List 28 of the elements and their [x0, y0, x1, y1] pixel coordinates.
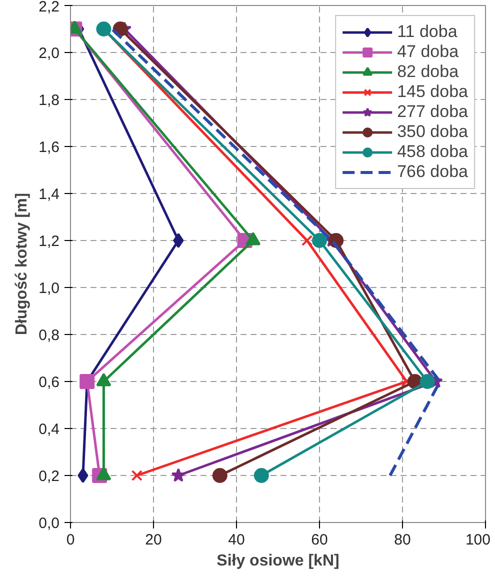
y-axis-title: Długość kotwy [m] — [14, 192, 31, 336]
x-tick-label: 60 — [311, 532, 328, 548]
x-tick-label: 100 — [465, 532, 491, 548]
legend-label: 82 doba — [397, 62, 459, 82]
x-tick-label: 80 — [394, 532, 411, 548]
y-tick-label: 0,8 — [38, 327, 60, 344]
y-tick-label: 0,4 — [38, 421, 60, 438]
x-tick-label: 0 — [66, 532, 75, 548]
x-tick-label: 40 — [228, 532, 245, 548]
y-tick-label: 2,0 — [38, 45, 60, 62]
y-tick-label: 0,0 — [38, 515, 60, 532]
y-tick-label: 0,6 — [38, 374, 60, 391]
legend-label: 350 doba — [397, 122, 468, 142]
y-tick-label: 2,2 — [38, 0, 60, 16]
y-tick-label: 1,0 — [38, 280, 60, 297]
legend-label: 277 doba — [397, 102, 468, 122]
y-tick-label: 0,2 — [38, 468, 60, 485]
y-tick-label: 1,6 — [38, 139, 60, 156]
y-tick-label: 1,4 — [38, 186, 60, 203]
x-axis-title: Siły osiowe [kN] — [216, 552, 340, 570]
legend-label: 145 doba — [397, 82, 468, 102]
y-tick-label: 1,8 — [38, 92, 60, 109]
y-tick-label: 1,2 — [38, 233, 60, 250]
legend-label: 11 doba — [397, 22, 458, 42]
legend-label: 47 doba — [397, 42, 459, 62]
legend-label: 458 doba — [397, 142, 468, 162]
legend-label: 766 doba — [397, 162, 468, 182]
x-tick-label: 20 — [145, 532, 162, 548]
